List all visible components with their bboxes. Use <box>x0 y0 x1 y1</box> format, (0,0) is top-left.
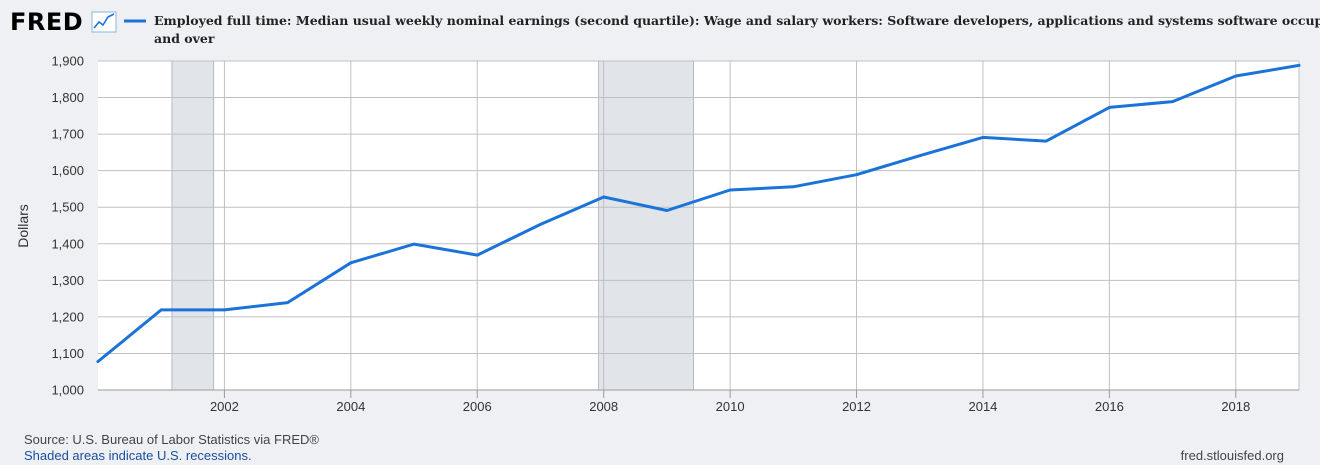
x-tick-label: 2014 <box>968 399 997 414</box>
y-axis-title: Dollars <box>15 204 31 248</box>
data-point <box>286 301 289 304</box>
x-tick-label: 2018 <box>1221 399 1250 414</box>
data-point <box>1171 100 1174 103</box>
data-point <box>412 242 416 246</box>
x-tick-label: 2006 <box>463 399 492 414</box>
data-point <box>539 223 542 226</box>
y-tick-label: 1,800 <box>51 90 84 105</box>
x-tick-label: 2016 <box>1095 399 1124 414</box>
recession-band-1 <box>598 60 694 391</box>
series-layer <box>96 63 1301 363</box>
chart-title-line-1: Employed full time: Median usual weekly … <box>154 13 1320 28</box>
legend: Employed full time: Median usual weekly … <box>124 13 1320 46</box>
data-point <box>349 261 353 265</box>
y-tick-label: 1,600 <box>51 163 84 178</box>
data-point <box>1297 64 1301 67</box>
data-point <box>918 154 922 157</box>
source-note: Source: U.S. Bureau of Labor Statistics … <box>24 432 319 447</box>
y-tick-label: 1,500 <box>51 200 84 215</box>
data-point <box>159 308 163 312</box>
data-point <box>665 209 669 212</box>
data-point <box>223 308 226 312</box>
x-tick-label: 2012 <box>842 399 871 414</box>
y-tick-label: 1,300 <box>51 273 84 288</box>
data-point <box>981 136 985 139</box>
data-point <box>792 185 795 189</box>
data-point <box>602 195 605 199</box>
x-tick-labels: 2002 2004 2006 2008 2010 2012 2014 2016 2018 <box>210 390 1250 414</box>
x-tick-label: 2002 <box>210 399 239 414</box>
chart-line-icon <box>91 11 117 33</box>
data-point <box>1108 106 1111 109</box>
y-tick-label: 1,200 <box>51 309 84 324</box>
y-tick-label: 1,900 <box>51 54 84 69</box>
x-tick-label: 2004 <box>336 399 365 414</box>
recession-band-0 <box>171 60 215 391</box>
recession-note-link[interactable]: Shaded areas indicate U.S. recessions. <box>24 448 252 463</box>
fred-logo[interactable]: FRED <box>10 8 117 36</box>
chart-title-line-2: and over <box>154 31 215 46</box>
plot-area <box>98 61 1299 390</box>
series-line-0 <box>96 63 1301 363</box>
y-tick-labels: 1,000 1,100 1,200 1,300 1,400 1,500 1,600 1,700… <box>51 54 84 398</box>
y-tick-label: 1,400 <box>51 236 84 251</box>
logo-text: FRED <box>10 8 83 36</box>
data-point <box>1234 74 1238 78</box>
y-tick-label: 1,700 <box>51 127 84 142</box>
x-tick-label: 2008 <box>589 399 618 414</box>
data-point <box>855 173 858 176</box>
data-point <box>96 360 100 363</box>
data-point <box>1044 139 1048 143</box>
site-link[interactable]: fred.stlouisfed.org <box>1181 448 1284 463</box>
data-point <box>475 253 479 257</box>
y-tick-label: 1,000 <box>51 383 84 398</box>
y-tick-label: 1,100 <box>51 346 84 361</box>
x-tick-label: 2010 <box>716 399 745 414</box>
data-point <box>728 188 732 192</box>
